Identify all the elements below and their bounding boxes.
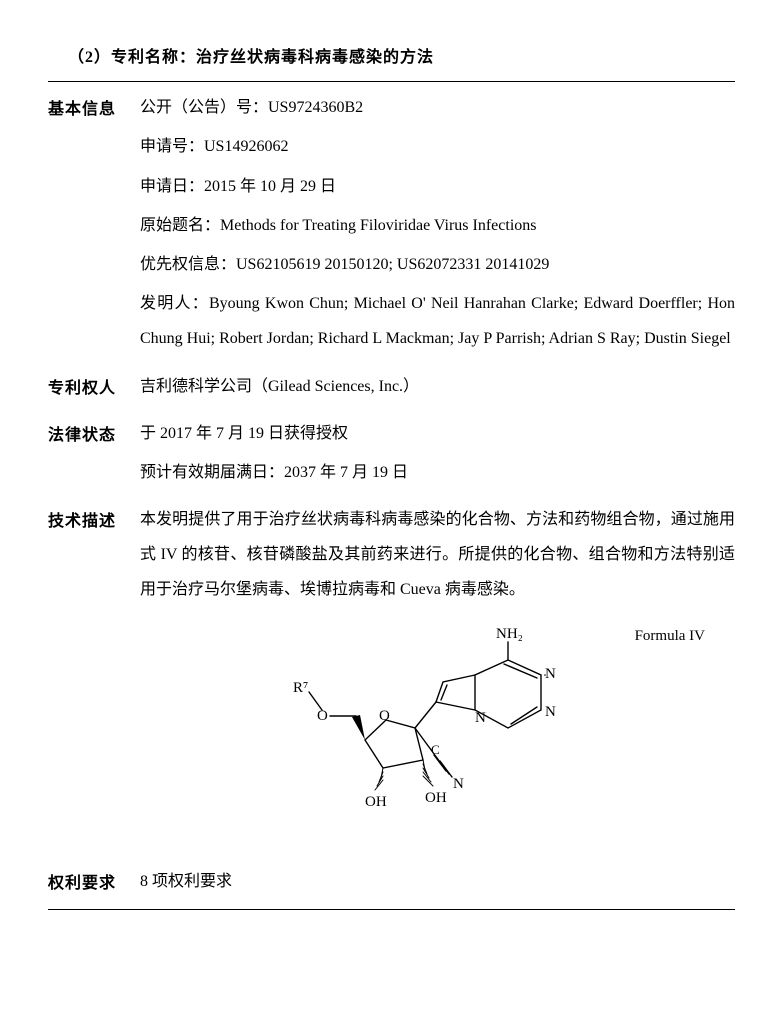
section-legal-status: 法律状态 于 2017 年 7 月 19 日获得授权 预计有效期届满日：2037… bbox=[48, 416, 735, 494]
content-legal-status: 于 2017 年 7 月 19 日获得授权 预计有效期届满日：2037 年 7 … bbox=[140, 416, 735, 494]
label-claims: 权利要求 bbox=[48, 864, 140, 901]
content-claims: 8 项权利要求 bbox=[140, 864, 735, 903]
label-assignee: 专利权人 bbox=[48, 369, 140, 406]
document-header: （2）专利名称：治疗丝状病毒科病毒感染的方法 bbox=[48, 40, 735, 82]
atom-cn-n: N bbox=[453, 776, 464, 792]
atom-n2: N bbox=[545, 704, 556, 720]
expiry-date: 预计有效期届满日：2037 年 7 月 19 日 bbox=[140, 455, 735, 490]
atom-nh2: NH₂ bbox=[496, 626, 523, 642]
content-basic-info: 公开（公告）号：US9724360B2 申请号：US14926062 申请日：2… bbox=[140, 90, 735, 360]
atom-oh2: OH bbox=[365, 794, 387, 810]
content-assignee: 吉利德科学公司（Gilead Sciences, Inc.） bbox=[140, 369, 735, 408]
content-tech-desc: 本发明提供了用于治疗丝状病毒科病毒感染的化合物、方法和药物组合物，通过施用式 I… bbox=[140, 502, 735, 856]
inventors: 发明人：Byoung Kwon Chun; Michael O' Neil Ha… bbox=[140, 286, 735, 356]
original-title: 原始题名：Methods for Treating Filoviridae Vi… bbox=[140, 208, 735, 243]
atom-n1: N bbox=[545, 666, 556, 682]
pub-number: 公开（公告）号：US9724360B2 bbox=[140, 90, 735, 125]
atom-o-side: O bbox=[317, 708, 328, 724]
atom-oh1: OH bbox=[425, 790, 447, 806]
atom-o-ring: O bbox=[379, 708, 390, 724]
section-tech-desc: 技术描述 本发明提供了用于治疗丝状病毒科病毒感染的化合物、方法和药物组合物，通过… bbox=[48, 502, 735, 856]
grant-date: 于 2017 年 7 月 19 日获得授权 bbox=[140, 416, 735, 451]
app-date: 申请日：2015 年 10 月 29 日 bbox=[140, 169, 735, 204]
section-basic-info: 基本信息 公开（公告）号：US9724360B2 申请号：US14926062 … bbox=[48, 90, 735, 360]
app-number: 申请号：US14926062 bbox=[140, 129, 735, 164]
formula-label: Formula IV bbox=[635, 620, 705, 653]
assignee-name: 吉利德科学公司（Gilead Sciences, Inc.） bbox=[140, 369, 735, 404]
section-assignee: 专利权人 吉利德科学公司（Gilead Sciences, Inc.） bbox=[48, 369, 735, 408]
label-tech-desc: 技术描述 bbox=[48, 502, 140, 539]
atom-r7: R⁷ bbox=[293, 680, 308, 696]
molecule-diagram: NH₂ N N N N O O R⁷ OH OH C bbox=[273, 620, 603, 850]
formula-container: Formula IV bbox=[140, 620, 735, 850]
claims-count: 8 项权利要求 bbox=[140, 864, 735, 899]
atom-n3: N bbox=[475, 710, 486, 726]
label-basic-info: 基本信息 bbox=[48, 90, 140, 127]
priority-info: 优先权信息：US62105619 20150120; US62072331 20… bbox=[140, 247, 735, 282]
bottom-rule bbox=[48, 909, 735, 910]
section-claims: 权利要求 8 项权利要求 bbox=[48, 864, 735, 903]
tech-desc-text: 本发明提供了用于治疗丝状病毒科病毒感染的化合物、方法和药物组合物，通过施用式 I… bbox=[140, 502, 735, 608]
label-legal-status: 法律状态 bbox=[48, 416, 140, 453]
atom-c-cn: C bbox=[431, 742, 440, 757]
